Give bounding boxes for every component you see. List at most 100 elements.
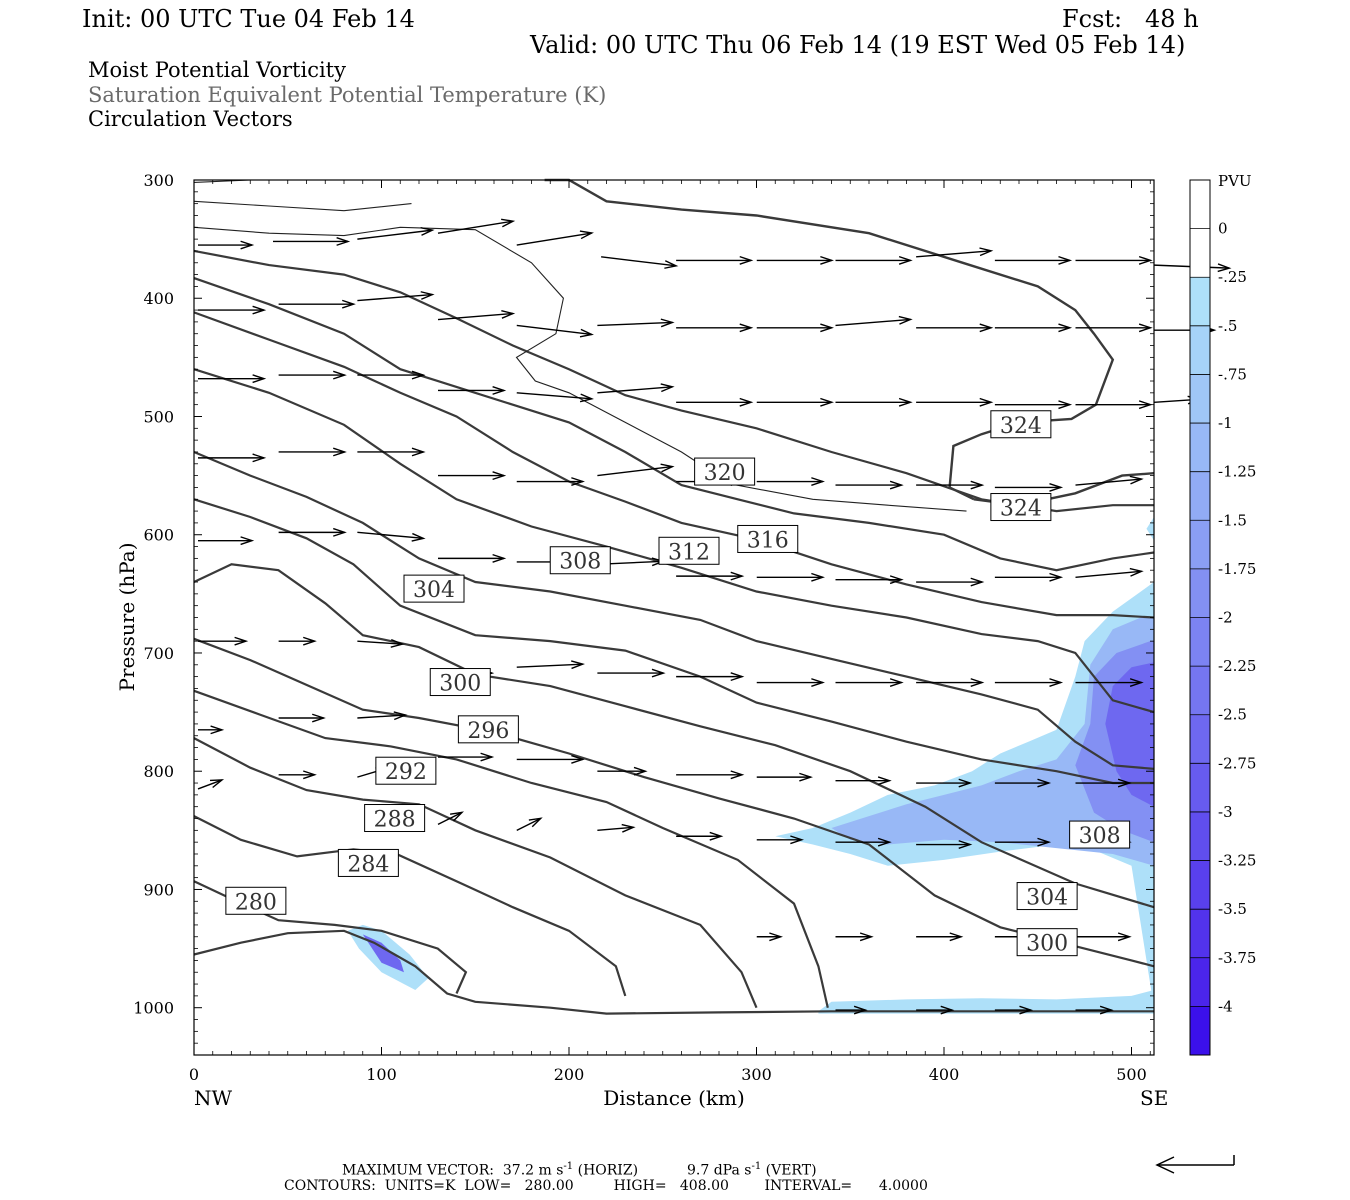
colorbar-label-13: -3.25 <box>1218 852 1256 870</box>
vector-79 <box>516 754 585 764</box>
max-vector-exp1: -1 <box>563 1161 574 1172</box>
vector-17 <box>516 324 594 338</box>
vector-head <box>1049 572 1064 582</box>
vector-shaft <box>357 714 406 719</box>
vector-head <box>240 536 255 546</box>
vector-77 <box>357 711 408 721</box>
colorbar-swatch-1 <box>1190 228 1210 278</box>
vector-46 <box>756 477 825 486</box>
vector-head <box>820 323 834 333</box>
contour-label-box <box>549 546 611 575</box>
vector-shaft <box>516 817 542 831</box>
contour-label-text: 324 <box>1000 414 1042 439</box>
vector-head <box>877 837 892 847</box>
vector-head <box>1138 323 1153 333</box>
vector-head <box>709 831 724 841</box>
vector-head <box>621 823 636 833</box>
pv-shade-region-1 <box>1146 517 1154 541</box>
vector-69 <box>676 672 745 682</box>
vector-head <box>1217 263 1232 273</box>
field-vectors-label: Circulation Vectors <box>88 107 293 131</box>
vector-6 <box>676 255 754 265</box>
vector-head <box>664 260 679 269</box>
vector-51 <box>198 536 255 546</box>
vector-head <box>889 480 904 490</box>
vector-19 <box>676 323 754 333</box>
vector-head <box>970 678 985 687</box>
colorbar-label-8: -2 <box>1218 609 1233 627</box>
vector-85 <box>994 778 1052 788</box>
y-axis-title: Pressure (hPa) <box>115 543 139 692</box>
vector-head <box>501 218 516 228</box>
x-axis-title: Distance (km) <box>603 1086 745 1110</box>
vector-head <box>739 397 754 407</box>
vector-head <box>1129 678 1144 687</box>
vector-head <box>633 766 648 776</box>
vector-shaft <box>197 779 223 790</box>
colorbar-swatch-6 <box>1190 471 1210 521</box>
vector-34 <box>835 397 913 407</box>
vector-head <box>303 770 317 780</box>
vector-39 <box>198 453 267 463</box>
vector-71 <box>835 678 904 687</box>
colorbar: 0 -.25 -.5 -.75 -1 -1.25 -1.5 -1.75 -2 -2.25 -2.5 -… <box>1189 179 1256 1056</box>
vector-35 <box>916 397 994 407</box>
vector-head <box>730 770 745 780</box>
contour-280 <box>193 929 1154 1015</box>
contour-288 <box>193 815 627 997</box>
vector-head <box>1058 323 1073 333</box>
colorbar-title: PVU <box>1218 172 1252 190</box>
vector-head <box>1037 837 1052 847</box>
colorbar-label-2: -.5 <box>1218 317 1237 335</box>
vector-head <box>210 725 225 735</box>
colorbar-swatch-7 <box>1190 520 1210 570</box>
contour-label-text: 296 <box>467 719 509 744</box>
vector-head <box>411 447 426 457</box>
vector-57 <box>676 571 745 581</box>
vector-36 <box>994 400 1073 410</box>
vector-65 <box>357 638 405 648</box>
vector-shaft <box>516 324 592 336</box>
vector-head <box>730 571 745 581</box>
colorbar-label-14: -3.5 <box>1218 900 1247 918</box>
x-tick-label-400: 400 <box>929 1065 960 1084</box>
contour-label-box <box>990 410 1052 439</box>
contour-label-15: 300 <box>1016 928 1078 957</box>
vector-74 <box>1075 678 1144 687</box>
contour-label-0: 280 <box>225 886 287 915</box>
pv-shade-region-3 <box>818 990 1154 1014</box>
contour-label-box <box>225 886 287 915</box>
vector-28 <box>357 370 426 380</box>
contour-label-text: 280 <box>235 890 277 915</box>
colorbar-label-11: -2.75 <box>1218 754 1256 772</box>
vector-72 <box>916 678 985 687</box>
vector-99 <box>756 932 783 942</box>
vector-76 <box>278 713 326 723</box>
vector-78 <box>438 752 495 762</box>
vector-head <box>1099 1005 1114 1015</box>
contour-label-text: 292 <box>385 760 427 785</box>
vector-shaft <box>357 640 403 645</box>
vector-2 <box>357 227 435 240</box>
vector-43 <box>516 477 585 486</box>
contour-label-text: 304 <box>413 578 455 603</box>
reference-vector-arrow <box>1155 1155 1235 1174</box>
vector-head <box>1049 678 1064 687</box>
y-tick-label-800: 800 <box>143 762 174 781</box>
vector-5 <box>601 256 679 269</box>
contour-320 <box>193 311 1155 619</box>
vector-head <box>1129 567 1144 577</box>
vector-head <box>811 477 825 486</box>
vector-head <box>420 227 435 236</box>
x-end-label-se: SE <box>1140 1086 1168 1110</box>
vector-head <box>940 1005 955 1015</box>
colorbar-label-3: -.75 <box>1218 365 1247 383</box>
vector-63 <box>198 636 249 646</box>
contour-label-10: 320 <box>694 457 756 486</box>
vector-93 <box>676 831 724 841</box>
pv-shading-layer <box>347 517 1154 1014</box>
vector-40 <box>278 447 347 457</box>
vector-27 <box>278 370 347 380</box>
vector-head <box>877 776 892 786</box>
vector-head <box>979 247 994 257</box>
